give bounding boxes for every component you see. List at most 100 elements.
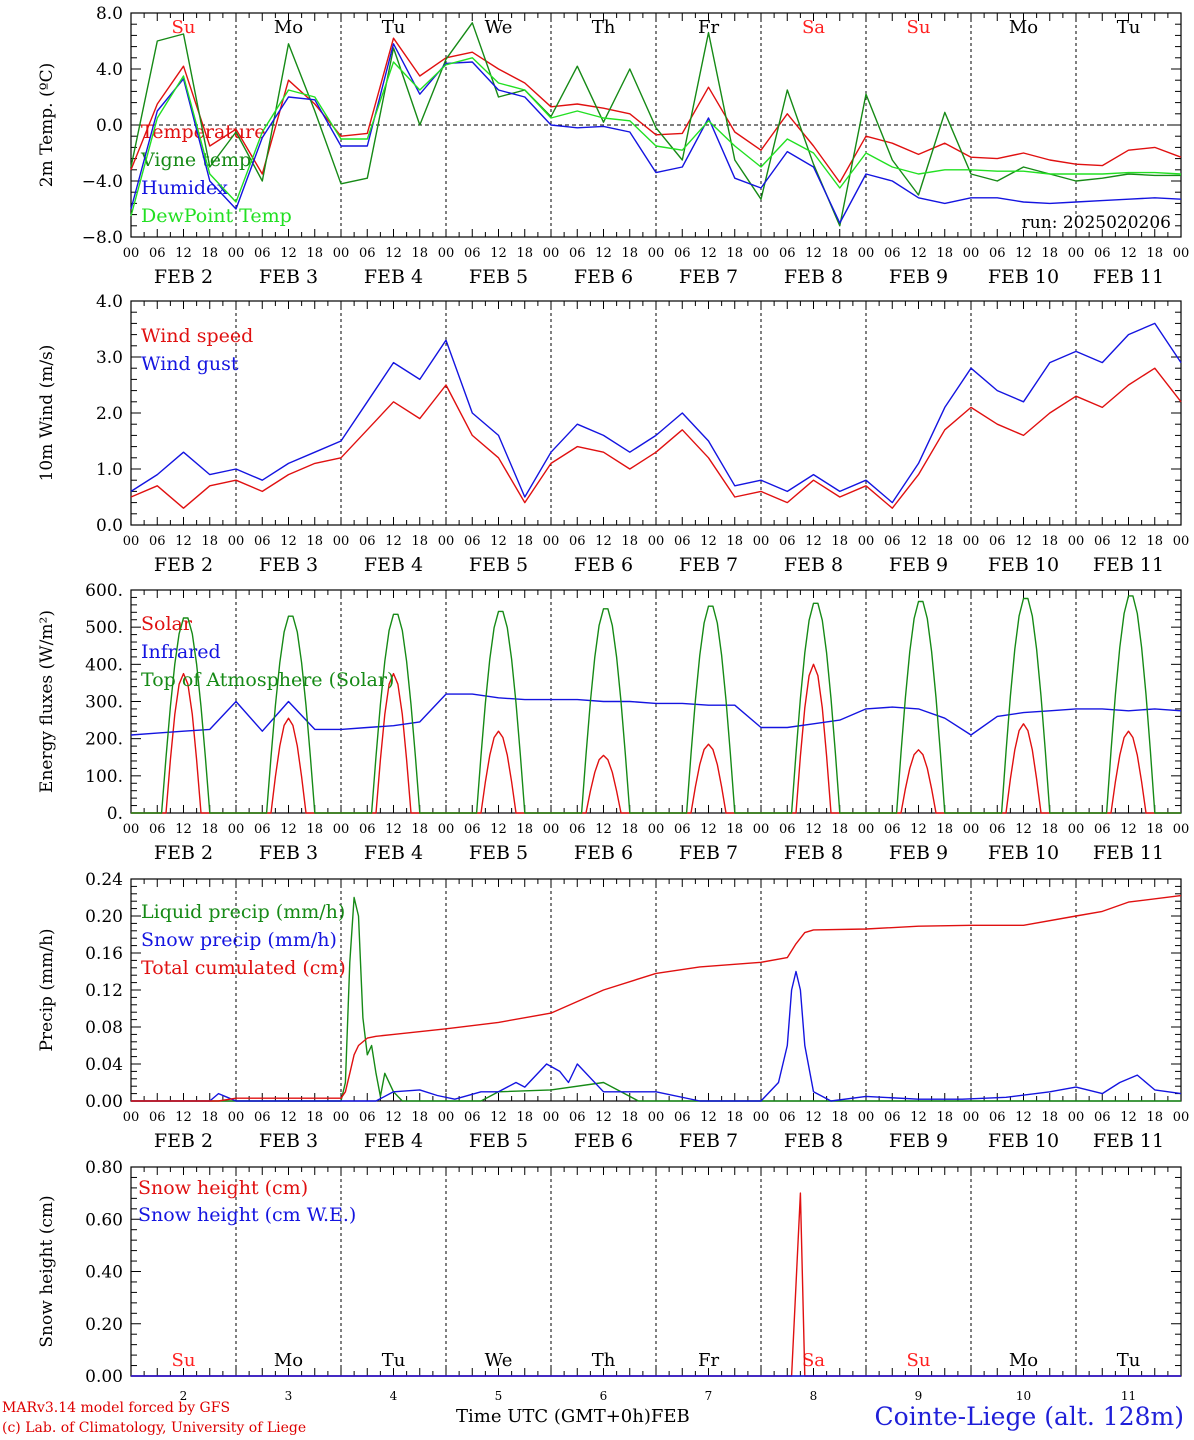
x-hour-label: 06: [464, 534, 481, 549]
x-hour-label: 00: [228, 534, 245, 549]
series-line: [130, 693, 1182, 736]
x-hour-label: 18: [201, 534, 218, 549]
x-hour-label: 12: [805, 1110, 822, 1125]
x-hour-label: 18: [201, 246, 218, 261]
x-hour-label: 12: [385, 822, 402, 837]
x-hour-label: 18: [831, 822, 848, 837]
x-hour-label: 12: [805, 822, 822, 837]
panel-1: 8.0 4.0 0.0 −4.0 −8.0 2m Temp. (ºC) 00 06 12 18 00…: [37, 4, 1189, 288]
x-date-label: FEB 11: [1093, 842, 1164, 864]
x-hour-label: 00: [438, 534, 455, 549]
x-hour-label: 00: [858, 246, 875, 261]
panel-3: 600. 500. 400. 300. 200. 100. 0. Energy fluxes …: [37, 581, 1189, 864]
x-hour-label: 06: [884, 534, 901, 549]
x-date-label: FEB 2: [154, 554, 213, 576]
x-hour-label: 00: [333, 822, 350, 837]
x-hour-label: 00: [753, 822, 770, 837]
x-hour-label: 12: [595, 822, 612, 837]
x-hour-label: 12: [595, 534, 612, 549]
series-line: [131, 896, 1181, 1102]
day-number-label: 7: [705, 1389, 713, 1403]
series-line: [130, 367, 1182, 509]
x-hour-label: 18: [1146, 822, 1163, 837]
x-hour-label: 00: [963, 534, 980, 549]
x-hour-label: 00: [228, 246, 245, 261]
x-date-label: FEB 4: [364, 554, 423, 576]
x-hour-label: 18: [621, 534, 638, 549]
x-hour-label: 12: [280, 1110, 297, 1125]
x-hour-label: 00: [438, 1110, 455, 1125]
x-hour-label: 06: [884, 1110, 901, 1125]
legend-label: Snow height (cm W.E.): [138, 1204, 356, 1226]
plot-frame: [130, 300, 1182, 526]
y-tick-label: 0.24: [85, 870, 123, 890]
x-hour-label: 00: [963, 1110, 980, 1125]
x-hour-label: 18: [516, 1110, 533, 1125]
x-hour-label: 00: [858, 534, 875, 549]
day-name-label: Mo: [274, 17, 303, 38]
x-hour-label: 18: [831, 246, 848, 261]
y-tick-label: 3.0: [96, 348, 123, 368]
x-axis-month: FEB: [650, 1406, 690, 1427]
day-name-label: Fr: [698, 1350, 719, 1371]
station-label: Cointe-Liege (alt. 128m): [874, 1402, 1184, 1431]
x-date-label: FEB 2: [154, 1130, 213, 1152]
x-hour-label: 00: [753, 246, 770, 261]
x-hour-label: 12: [175, 246, 192, 261]
x-hour-label: 00: [333, 1110, 350, 1125]
y-tick-label: 2.0: [96, 404, 123, 424]
day-name-label: Th: [592, 17, 616, 38]
x-hour-label: 18: [306, 1110, 323, 1125]
x-hour-label: 12: [1015, 822, 1032, 837]
x-date-label: FEB 6: [574, 554, 633, 576]
x-hour-label: 12: [175, 822, 192, 837]
x-hour-label: 18: [1146, 246, 1163, 261]
x-hour-label: 18: [411, 534, 428, 549]
x-hour-label: 00: [1068, 822, 1085, 837]
x-date-label: FEB 11: [1093, 266, 1164, 288]
x-hour-label: 06: [359, 534, 376, 549]
y-axis-label: Precip (mm/h): [37, 928, 57, 1051]
legend-label: Snow precip (mm/h): [141, 929, 337, 951]
day-name-label: Su: [907, 17, 931, 38]
day-name-label: Sa: [802, 1350, 825, 1371]
y-tick-label: 0.: [107, 804, 123, 824]
series-line: [131, 894, 1182, 1102]
x-date-label: FEB 4: [364, 266, 423, 288]
x-hour-label: 06: [254, 1110, 271, 1125]
x-hour-label: 06: [149, 534, 166, 549]
x-hour-label: 06: [569, 1110, 586, 1125]
x-hour-label: 12: [280, 534, 297, 549]
day-name-label: Tu: [382, 17, 406, 38]
x-hour-label: 12: [490, 246, 507, 261]
day-number-label: 2: [180, 1389, 188, 1403]
x-hour-label: 06: [569, 822, 586, 837]
x-hour-label: 18: [201, 822, 218, 837]
y-tick-label: 4.0: [96, 292, 123, 312]
x-hour-label: 18: [726, 822, 743, 837]
x-hour-label: 06: [359, 822, 376, 837]
x-hour-label: 12: [385, 1110, 402, 1125]
x-hour-label: 12: [490, 822, 507, 837]
legend-label: Top of Atmosphere (Solar): [141, 669, 394, 691]
x-hour-label: 18: [936, 534, 953, 549]
x-hour-label: 00: [123, 822, 140, 837]
x-hour-label: 06: [674, 534, 691, 549]
x-hour-label: 12: [1015, 534, 1032, 549]
x-hour-label: 12: [385, 534, 402, 549]
legend-label: Wind speed: [141, 325, 253, 347]
x-hour-label: 12: [805, 534, 822, 549]
x-hour-label: 00: [123, 1110, 140, 1125]
y-axis-label: 2m Temp. (ºC): [37, 63, 57, 188]
x-hour-label: 06: [149, 246, 166, 261]
x-date-label: FEB 8: [784, 266, 843, 288]
panel-2: 4.0 3.0 2.0 1.0 0.0 10m Wind (m/s) 00 06 12 18 00 0…: [37, 292, 1189, 576]
y-tick-label: −4.0: [82, 172, 123, 192]
x-date-label: FEB 2: [154, 842, 213, 864]
x-hour-label: 18: [516, 822, 533, 837]
model-credit: MARv3.14 model forced by GFS: [2, 1400, 231, 1416]
day-name-label: We: [485, 17, 513, 38]
day-name-label: Tu: [1117, 1350, 1141, 1371]
x-hour-label: 18: [306, 822, 323, 837]
